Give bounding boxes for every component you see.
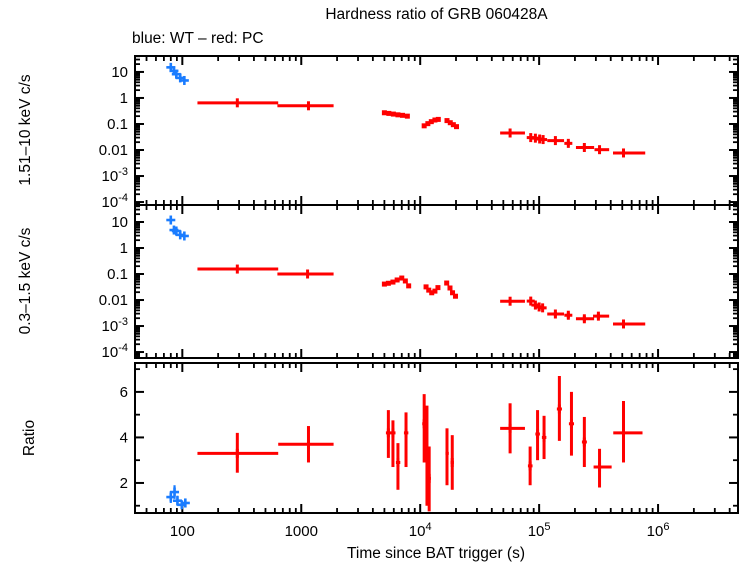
data-point bbox=[381, 281, 387, 287]
data-point bbox=[432, 117, 438, 123]
x-tick-labels: 100 1000 104 105 106 bbox=[170, 521, 670, 540]
y-axis-label-hard: 1.51–10 keV c/s bbox=[17, 74, 34, 185]
data-point bbox=[452, 293, 458, 299]
data-point bbox=[447, 285, 453, 291]
data-point bbox=[381, 110, 387, 116]
series-wt bbox=[166, 485, 190, 510]
tick-label: 6 bbox=[120, 384, 128, 401]
panel-ratio: 2 4 6 bbox=[120, 362, 739, 514]
data-point bbox=[423, 284, 429, 290]
data-point bbox=[444, 118, 450, 124]
tick-label: 0.01 bbox=[99, 142, 128, 159]
data-point bbox=[435, 116, 441, 122]
data-point bbox=[400, 112, 406, 118]
tick-label: 10 bbox=[111, 64, 128, 81]
tick-label: 10-4 bbox=[102, 342, 128, 361]
tick-label: 10 bbox=[111, 214, 128, 231]
tick-label: 10-3 bbox=[102, 316, 128, 335]
tick-label: 106 bbox=[647, 521, 670, 540]
data-point bbox=[444, 280, 450, 286]
series-pc bbox=[197, 98, 646, 158]
panel-hard: 10 1 0.1 0.01 10-3 10-4 bbox=[99, 55, 739, 211]
data-point bbox=[402, 278, 408, 284]
tick-label: 1 bbox=[120, 240, 128, 257]
chart-title: Hardness ratio of GRB 060428A bbox=[325, 6, 548, 23]
data-point bbox=[395, 112, 401, 118]
series-wt bbox=[166, 215, 189, 241]
tick-label: 105 bbox=[528, 521, 551, 540]
y-axis-label-soft: 0.3–1.5 keV c/s bbox=[17, 227, 34, 334]
tick-label: 10-4 bbox=[102, 192, 128, 211]
tick-label: 1 bbox=[120, 90, 128, 107]
data-point bbox=[394, 277, 400, 283]
data-point bbox=[435, 285, 441, 291]
y-axis-label-ratio: Ratio bbox=[21, 420, 38, 456]
plot-panels: 10 1 0.1 0.01 10-3 10-4 10 1 0.1 0.01 10-3 10-4 2 4 6 1… bbox=[99, 55, 739, 540]
series-pc bbox=[197, 264, 646, 329]
tick-label: 100 bbox=[170, 523, 195, 540]
data-point bbox=[425, 121, 431, 127]
series-pc bbox=[197, 375, 643, 512]
chart-subtitle: blue: WT – red: PC bbox=[132, 30, 264, 47]
data-point bbox=[429, 290, 435, 296]
data-point bbox=[390, 279, 396, 285]
panel-frame bbox=[134, 362, 739, 514]
tick-label: 0.1 bbox=[107, 266, 128, 283]
tick-label: 104 bbox=[409, 521, 432, 540]
data-point bbox=[406, 283, 412, 289]
data-point bbox=[390, 111, 396, 117]
tick-label: 4 bbox=[120, 429, 128, 446]
tick-label: 10-3 bbox=[102, 166, 128, 185]
data-point bbox=[421, 123, 427, 129]
tick-label: 1000 bbox=[285, 523, 318, 540]
data-point bbox=[454, 124, 460, 130]
data-point bbox=[399, 275, 405, 281]
panel-frame bbox=[134, 55, 739, 206]
data-point bbox=[447, 120, 453, 126]
data-point bbox=[428, 119, 434, 125]
panel-soft: 10 1 0.1 0.01 10-3 10-4 bbox=[99, 204, 739, 361]
tick-label: 2 bbox=[120, 475, 128, 492]
series-wt bbox=[166, 62, 189, 85]
x-axis-label: Time since BAT trigger (s) bbox=[347, 545, 525, 562]
data-point bbox=[450, 122, 456, 128]
tick-label: 0.01 bbox=[99, 292, 128, 309]
panel-frame bbox=[134, 204, 739, 359]
data-point bbox=[404, 113, 410, 119]
tick-label: 0.1 bbox=[107, 116, 128, 133]
data-point bbox=[450, 290, 456, 296]
data-point bbox=[426, 287, 432, 293]
data-point bbox=[432, 288, 438, 294]
data-point bbox=[386, 110, 392, 116]
data-point bbox=[385, 280, 391, 286]
